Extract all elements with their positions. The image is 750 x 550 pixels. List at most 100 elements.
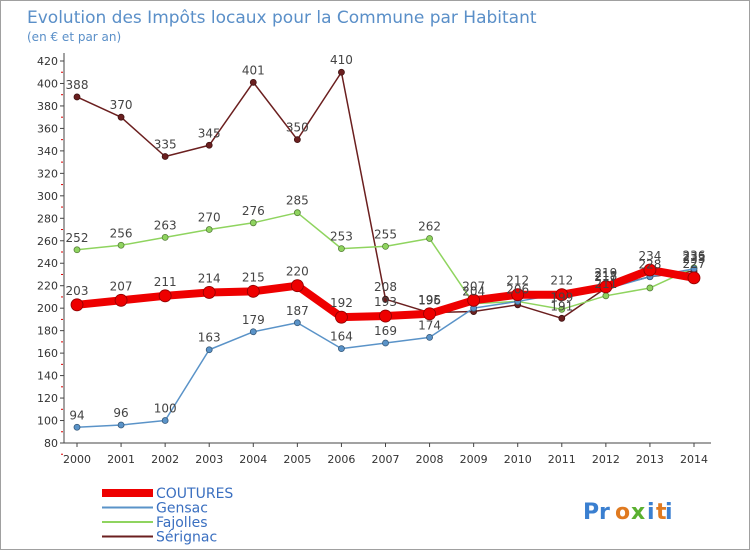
data-label: 262 — [418, 220, 441, 234]
data-point — [555, 288, 569, 302]
data-label: 256 — [110, 226, 133, 240]
x-tick-label: 2005 — [283, 453, 311, 466]
y-tick-label: 120 — [37, 392, 58, 405]
data-point — [161, 153, 169, 160]
data-label: 187 — [286, 304, 309, 318]
logo-letter: t — [656, 500, 667, 525]
data-point — [293, 319, 301, 327]
x-tick-label: 2010 — [504, 453, 532, 466]
y-tick-label: 220 — [37, 280, 58, 293]
data-point — [338, 245, 345, 253]
legend-label: COUTURES — [156, 486, 233, 502]
y-tick-label: 260 — [37, 235, 58, 248]
data-point — [117, 421, 125, 429]
data-label: 263 — [154, 218, 177, 232]
data-point — [205, 346, 213, 354]
x-tick-label: 2008 — [416, 453, 444, 466]
data-label: 401 — [242, 63, 265, 77]
x-tick-label: 2013 — [636, 453, 664, 466]
logo-letter: r — [599, 500, 610, 525]
data-label: 204 — [462, 285, 485, 299]
data-point — [382, 242, 389, 250]
y-tick-label: 320 — [37, 167, 58, 180]
y-tick-label: 240 — [37, 257, 58, 270]
x-tick-label: 2001 — [107, 453, 135, 466]
data-label: 211 — [594, 277, 617, 291]
data-label: 94 — [69, 408, 84, 422]
data-point — [602, 292, 610, 300]
data-point — [293, 209, 301, 217]
data-point — [558, 314, 566, 322]
data-label: 253 — [330, 230, 353, 244]
data-label: 388 — [66, 78, 89, 92]
data-label: 335 — [154, 138, 177, 152]
data-label: 196 — [418, 294, 441, 308]
legend-label: Fajolles — [156, 515, 208, 531]
x-tick-label: 2012 — [592, 453, 620, 466]
data-point — [205, 226, 213, 233]
y-tick-label: 340 — [37, 145, 58, 158]
logo-letter: P — [583, 500, 599, 525]
data-label: 219 — [594, 266, 617, 280]
x-tick-label: 2007 — [372, 453, 400, 466]
data-point — [73, 423, 81, 431]
data-label: 215 — [242, 270, 265, 284]
series-layer — [70, 68, 701, 431]
data-label: 163 — [198, 331, 221, 345]
data-point — [249, 78, 257, 86]
data-label: 96 — [113, 406, 128, 420]
data-label: 285 — [286, 194, 309, 208]
y-tick-label: 140 — [37, 370, 58, 383]
data-label: 208 — [374, 280, 397, 294]
y-tick-label: 160 — [37, 347, 58, 360]
data-label: 270 — [198, 211, 221, 225]
data-label: 214 — [198, 271, 221, 285]
data-point — [646, 284, 654, 292]
chart-title: Evolution des Impôts locaux pour la Comm… — [27, 8, 537, 28]
data-point — [643, 263, 657, 277]
x-tick-label: 2014 — [680, 453, 708, 466]
data-label: 207 — [462, 279, 485, 293]
data-label: 212 — [506, 274, 529, 288]
data-point — [202, 286, 216, 299]
data-label: 235 — [683, 250, 706, 264]
y-tick-label: 380 — [37, 100, 58, 113]
y-tick-label: 80 — [44, 437, 58, 450]
data-point — [379, 309, 392, 323]
data-label: 255 — [374, 227, 397, 241]
data-point — [426, 333, 433, 341]
data-point — [117, 241, 125, 249]
data-label: 169 — [374, 324, 397, 338]
data-label: 233 — [683, 252, 706, 266]
data-label: 228 — [638, 258, 661, 272]
data-point — [338, 68, 345, 76]
data-label: 179 — [242, 313, 265, 327]
data-point — [335, 310, 348, 324]
data-label: 193 — [374, 295, 397, 309]
data-point — [338, 345, 345, 353]
x-tick-label: 2004 — [239, 453, 267, 466]
data-label: 227 — [683, 257, 706, 271]
data-point — [290, 279, 304, 293]
x-tick-label: 2003 — [195, 453, 223, 466]
data-point — [158, 289, 172, 303]
data-label: 345 — [198, 126, 221, 140]
data-label: 276 — [242, 204, 265, 218]
logo-letter: i — [665, 500, 673, 525]
data-label: 100 — [154, 402, 177, 416]
logo-letter: i — [647, 500, 655, 525]
data-point — [73, 246, 81, 254]
legend-label: Gensac — [156, 501, 208, 517]
y-tick-label: 200 — [37, 302, 58, 315]
data-label: 203 — [66, 284, 89, 298]
y-tick-label: 300 — [37, 190, 58, 203]
data-label: 236 — [683, 249, 706, 263]
data-label: 207 — [110, 279, 133, 293]
data-point — [205, 141, 213, 149]
logo-letter: o — [615, 500, 630, 525]
